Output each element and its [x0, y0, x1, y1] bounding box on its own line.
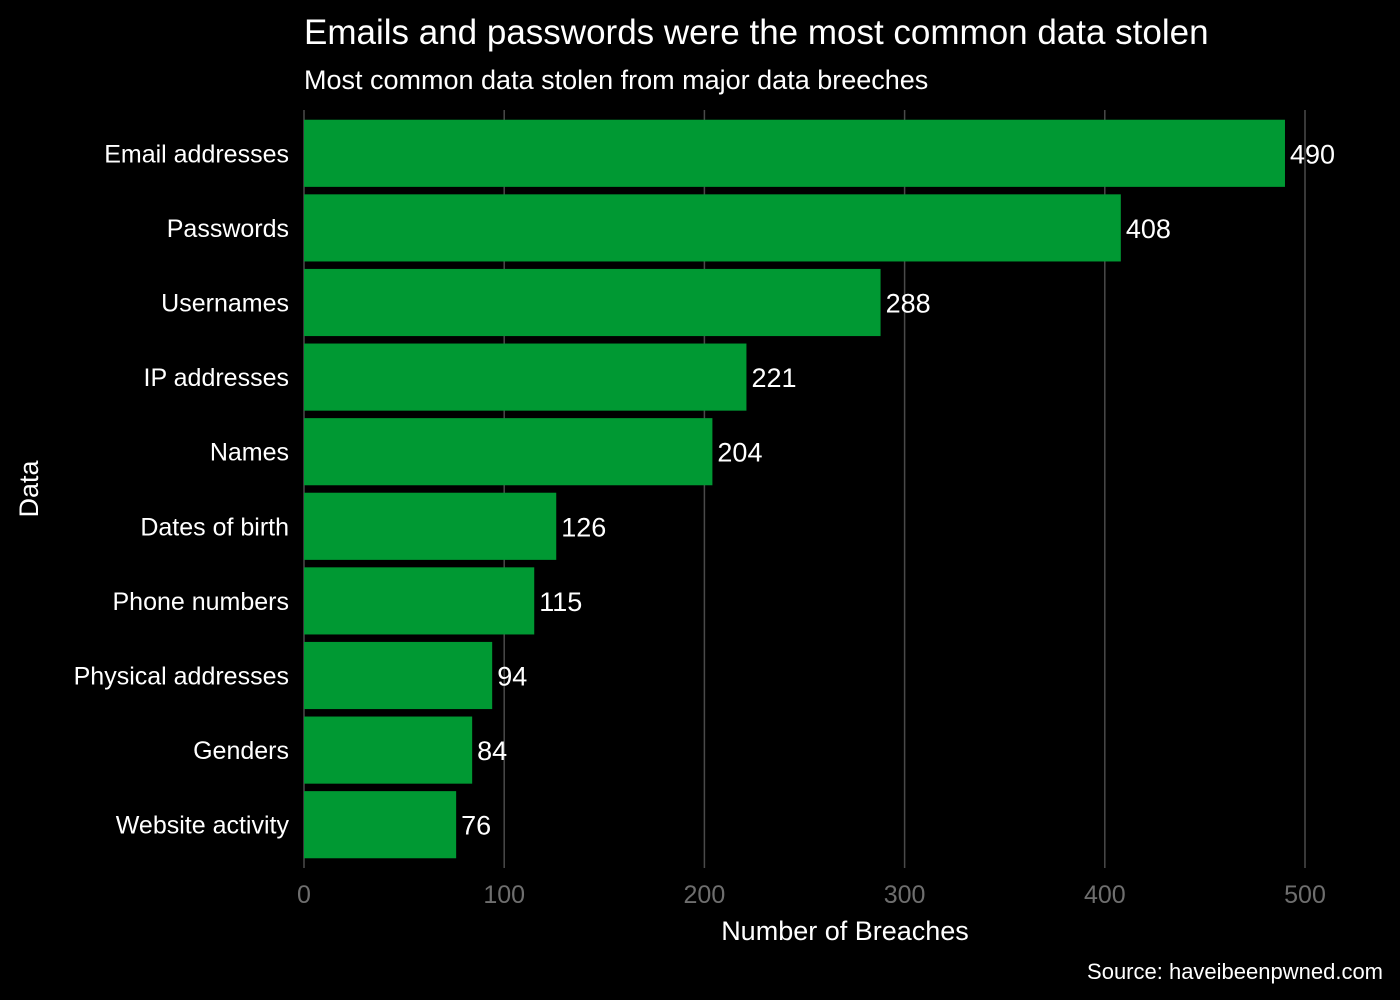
category-label: Website activity — [116, 812, 290, 840]
x-tick-label: 100 — [483, 881, 525, 909]
bar — [304, 343, 747, 411]
bar — [304, 119, 1285, 187]
category-label: Dates of birth — [140, 513, 289, 541]
x-tick-label: 500 — [1284, 881, 1326, 909]
x-tick-labels: 0 100 200 300 400 500 — [297, 881, 1326, 909]
y-axis-title: Data — [14, 460, 44, 518]
bar — [304, 268, 881, 337]
bar — [304, 567, 535, 635]
value-label: 84 — [477, 736, 507, 766]
x-tick-label: 300 — [884, 881, 926, 909]
category-label: Email addresses — [104, 140, 289, 168]
category-label: Usernames — [161, 290, 289, 318]
value-label: 115 — [539, 587, 582, 617]
category-label: Physical addresses — [74, 663, 289, 691]
bar — [304, 791, 457, 859]
category-label: IP addresses — [144, 364, 289, 392]
value-label: 76 — [461, 811, 491, 841]
source-caption: Source: haveibeenpwned.com — [1087, 959, 1383, 984]
x-tick-label: 200 — [684, 881, 726, 909]
category-label: Phone numbers — [112, 588, 289, 616]
bar — [304, 418, 713, 486]
bars — [304, 119, 1285, 859]
value-labels: 490 408 288 221 204 126 115 94 84 76 — [461, 139, 1335, 840]
value-label: 126 — [561, 512, 606, 542]
category-label: Genders — [193, 737, 289, 765]
x-axis-title: Number of Breaches — [721, 916, 969, 946]
value-label: 490 — [1290, 139, 1335, 169]
category-labels: Email addresses Passwords Usernames IP addr… — [74, 140, 290, 839]
value-label: 408 — [1126, 214, 1171, 244]
x-tick-label: 0 — [297, 881, 311, 909]
bar — [304, 194, 1121, 262]
value-label: 94 — [497, 662, 527, 692]
bar — [304, 492, 557, 560]
value-label: 221 — [751, 363, 796, 393]
bar — [304, 716, 473, 784]
chart-subtitle: Most common data stolen from major data … — [304, 65, 928, 95]
x-tick-label: 400 — [1084, 881, 1126, 909]
chart-title: Emails and passwords were the most commo… — [304, 13, 1209, 52]
category-label: Passwords — [167, 215, 289, 243]
value-label: 288 — [886, 289, 931, 319]
category-label: Names — [210, 439, 289, 467]
bar — [304, 641, 493, 710]
value-label: 204 — [717, 438, 762, 468]
